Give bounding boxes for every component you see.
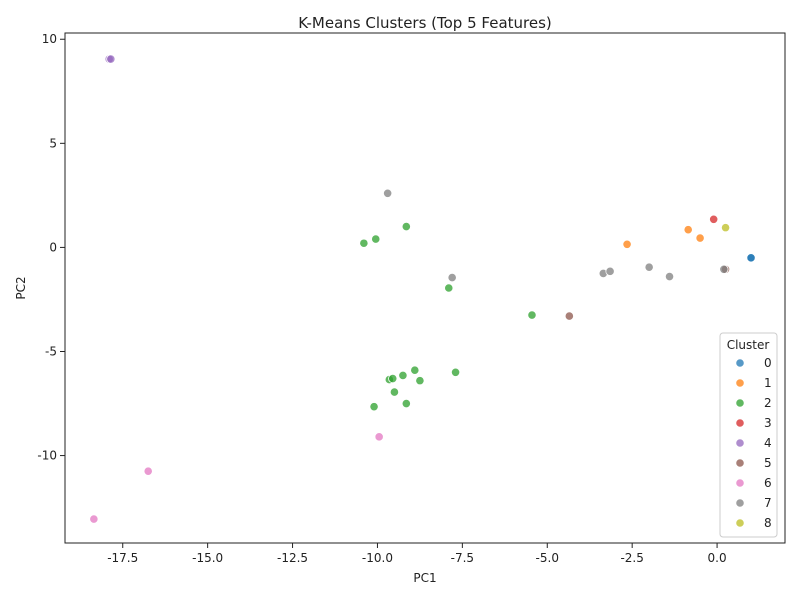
x-tick-label: -7.5 — [451, 551, 474, 565]
cluster-2-point — [398, 370, 408, 381]
cluster-2-point — [389, 387, 400, 397]
x-tick-label: -2.5 — [620, 551, 643, 565]
legend-marker-5 — [735, 458, 745, 468]
legend-title: Cluster — [727, 338, 770, 352]
cluster-7-point — [383, 188, 393, 198]
cluster-2-point — [410, 365, 420, 375]
legend-marker-6 — [735, 478, 745, 488]
x-axis-ticks: -17.5 -15.0 -12.5 -10.0 -7.5 -5.0 -2.5 0.0 — [107, 543, 727, 565]
y-tick-label: 0 — [49, 240, 57, 254]
cluster-5-point — [564, 311, 574, 321]
cluster-1-point — [683, 225, 693, 235]
legend-entries: 0 1 2 3 4 5 6 7 8 — [735, 356, 772, 530]
cluster-2-point — [401, 398, 411, 409]
legend-label-5: 5 — [764, 456, 772, 470]
cluster-2-point — [388, 373, 398, 384]
cluster-2-point — [401, 221, 411, 232]
cluster-2-point — [527, 310, 537, 320]
legend-label-8: 8 — [764, 516, 772, 530]
legend-marker-4 — [735, 438, 745, 448]
y-tick-label: 10 — [42, 32, 57, 46]
cluster-7-point — [719, 264, 729, 274]
y-axis-ticks: 10 5 0 -5 -10 — [37, 32, 65, 463]
legend-marker-1 — [735, 378, 745, 388]
cluster-1-point — [622, 239, 632, 249]
x-tick-label: -5.0 — [536, 551, 559, 565]
cluster-2-point — [415, 376, 425, 386]
cluster-7-point — [447, 272, 457, 283]
cluster-7-point — [664, 271, 675, 282]
x-tick-label: -17.5 — [107, 551, 138, 565]
cluster-7-point — [605, 266, 615, 276]
cluster-7-point — [644, 262, 654, 272]
x-tick-label: -12.5 — [277, 551, 308, 565]
cluster-6-point — [143, 466, 153, 476]
cluster-2-point — [450, 367, 461, 377]
plot-frame — [64, 32, 786, 544]
legend-marker-8 — [735, 518, 745, 528]
cluster-0-point — [746, 253, 756, 263]
legend-label-4: 4 — [764, 436, 772, 450]
x-axis-label: PC1 — [413, 571, 436, 585]
cluster-3-point — [709, 214, 719, 224]
legend-marker-7 — [735, 498, 745, 508]
cluster-4-point — [106, 54, 116, 64]
cluster-2-point — [444, 283, 454, 293]
y-tick-label: -5 — [45, 344, 57, 358]
x-tick-label: -15.0 — [192, 551, 223, 565]
cluster-2-point — [359, 238, 369, 248]
y-axis-label: PC2 — [14, 276, 28, 299]
legend-label-0: 0 — [764, 356, 772, 370]
legend-marker-0 — [735, 358, 745, 368]
y-tick-label: 5 — [49, 136, 57, 150]
legend: Cluster 0 1 2 3 4 5 6 7 8 — [719, 332, 778, 538]
cluster-6-point — [89, 514, 99, 524]
data-points — [89, 54, 756, 524]
legend-label-1: 1 — [764, 376, 772, 390]
legend-box — [719, 332, 778, 538]
legend-label-6: 6 — [764, 476, 772, 490]
legend-label-3: 3 — [764, 416, 772, 430]
cluster-8-point — [720, 223, 731, 233]
cluster-2-point — [371, 234, 381, 244]
y-tick-label: -10 — [37, 449, 57, 463]
cluster-6-point — [374, 432, 384, 442]
chart-title: K-Means Clusters (Top 5 Features) — [298, 14, 552, 32]
legend-marker-2 — [735, 398, 745, 408]
legend-label-7: 7 — [764, 496, 772, 510]
x-tick-label: 0.0 — [708, 551, 727, 565]
cluster-2-point — [369, 402, 379, 412]
legend-marker-3 — [735, 418, 745, 428]
x-tick-label: -10.0 — [362, 551, 393, 565]
cluster-1-point — [695, 233, 705, 243]
legend-label-2: 2 — [764, 396, 772, 410]
